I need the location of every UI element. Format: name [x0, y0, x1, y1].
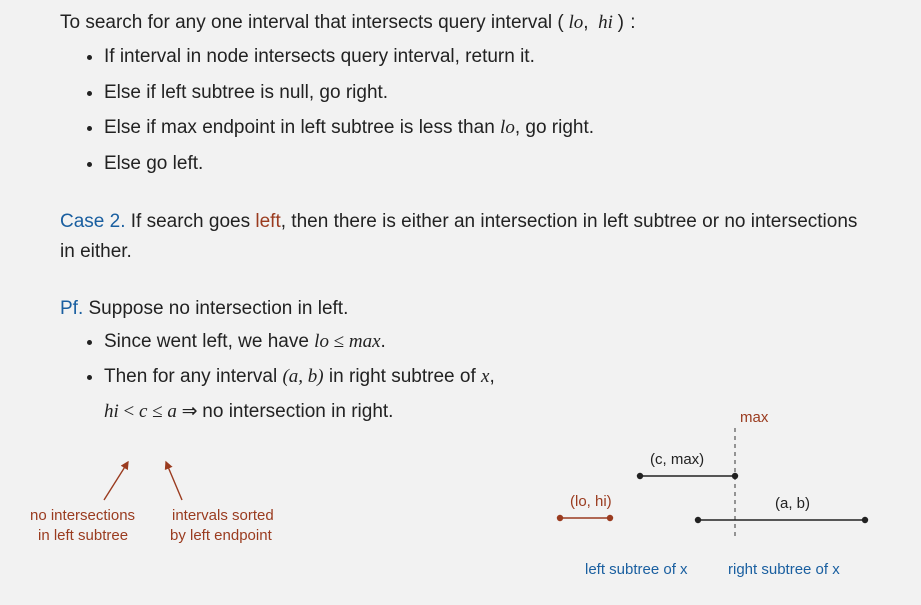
p2-b: in right subtree of [324, 366, 481, 387]
case2-t1: If search goes [125, 211, 255, 232]
annot-right-1: intervals sorted [172, 507, 274, 524]
annot-left-2: in left subtree [38, 527, 128, 544]
intro-prefix: To search for any one interval that inte… [60, 12, 564, 33]
proof-item-1: Since went left, we have lo ≤ max. [104, 324, 861, 359]
max-label: max [740, 409, 769, 426]
p1-lo: lo [314, 331, 329, 352]
diagram-svg: max (c, max) (lo, hi) (a, b) left subtre… [530, 406, 900, 596]
intro-line: To search for any one interval that inte… [60, 8, 861, 37]
p3-imp: ⇒ [177, 401, 202, 422]
ab-label: (a, b) [775, 495, 810, 512]
p3-leq: ≤ [147, 401, 167, 422]
pf-label: Pf. [60, 298, 83, 319]
p2-c: , [489, 366, 494, 387]
annotation-block: no intersections in left subtree interva… [20, 454, 360, 594]
left-caption: left subtree of x [585, 561, 688, 578]
p1-leq: ≤ [329, 331, 349, 352]
algo3-a: Else if max endpoint in left subtree is … [104, 117, 500, 138]
intro-lo: lo [564, 12, 584, 33]
p3-txt: no intersection in right. [202, 401, 393, 422]
cmax-dot-r [732, 473, 738, 479]
proof-intro: Pf. Suppose no intersection in left. [60, 294, 861, 323]
algorithm-list: If interval in node intersects query int… [60, 39, 861, 181]
lohi-label: (lo, hi) [570, 493, 612, 510]
cmax-dot-l [637, 473, 643, 479]
p2-a: Then for any interval [104, 366, 282, 387]
annot-left-1: no intersections [30, 507, 135, 524]
algo3-lo: lo [500, 117, 515, 138]
ab-dot-r [862, 517, 868, 523]
intro-colon: : [624, 12, 637, 33]
proof-item-2: Then for any interval (a, b) in right su… [104, 359, 861, 394]
algo3-b: , go right. [515, 117, 594, 138]
p3-hi: hi [104, 401, 119, 422]
annot-arrow-1 [104, 462, 128, 500]
algo-item-1: If interval in node intersects query int… [104, 39, 861, 74]
interval-diagram: max (c, max) (lo, hi) (a, b) left subtre… [530, 406, 900, 596]
right-caption: right subtree of x [728, 561, 840, 578]
algo-item-2: Else if left subtree is null, go right. [104, 75, 861, 110]
ab-dot-l [695, 517, 701, 523]
pf-t1: Suppose no intersection in left. [83, 298, 348, 319]
annot-right-2: by left endpoint [170, 527, 273, 544]
intro-hi: hi [598, 12, 618, 33]
case2-left: left [255, 211, 280, 232]
algo-item-3: Else if max endpoint in left subtree is … [104, 110, 861, 145]
p1-max: max [349, 331, 381, 352]
p3-lt: < [119, 401, 139, 422]
p1-dot: . [381, 331, 386, 352]
p2-ab: (a, b) [282, 366, 323, 387]
annotation-svg: no intersections in left subtree interva… [20, 454, 360, 594]
annot-arrow-2 [166, 462, 182, 500]
lohi-dot-r [607, 515, 613, 521]
algo-item-4: Else go left. [104, 146, 861, 181]
p3-a: a [167, 401, 177, 422]
case2-block: Case 2. If search goes left, then there … [60, 207, 861, 266]
lohi-dot-l [557, 515, 563, 521]
intro-comma: , [583, 12, 598, 33]
case2-label: Case 2. [60, 211, 125, 232]
proof-list: Since went left, we have lo ≤ max. Then … [60, 324, 861, 395]
cmax-label: (c, max) [650, 451, 704, 468]
p1-a: Since went left, we have [104, 331, 314, 352]
